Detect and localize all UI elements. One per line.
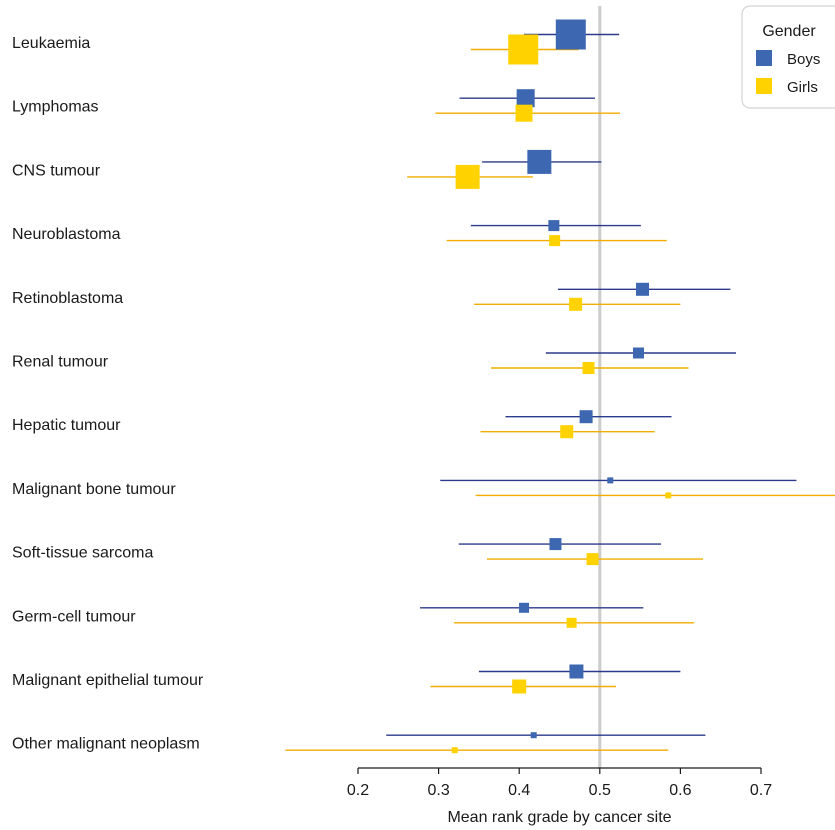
- category-label: Retinoblastoma: [12, 290, 123, 307]
- point-girls: [665, 492, 672, 499]
- category-label: CNS tumour: [12, 162, 101, 179]
- legend-title: Gender: [762, 23, 816, 40]
- category-label: Neuroblastoma: [12, 226, 121, 243]
- legend-swatch-girls: [756, 78, 772, 94]
- point-girls: [569, 297, 583, 311]
- point-girls: [586, 553, 599, 566]
- category-label: Leukaemia: [12, 35, 90, 52]
- legend: Gender Boys Girls: [741, 5, 835, 109]
- point-girls: [560, 425, 574, 439]
- x-tick-label: 0.3: [427, 782, 449, 799]
- x-axis-title: Mean rank grade by cancer site: [447, 809, 671, 826]
- point-girls: [512, 679, 527, 694]
- chart-marks: [285, 19, 835, 754]
- category-label: Malignant epithelial tumour: [12, 672, 204, 689]
- point-boys: [607, 477, 614, 484]
- point-girls: [549, 235, 561, 247]
- x-tick-label: 0.5: [589, 782, 611, 799]
- legend-items: Boys Girls: [756, 50, 820, 96]
- x-tick-label: 0.7: [750, 782, 772, 799]
- x-tick-label: 0.4: [508, 782, 530, 799]
- legend-label-boys: Boys: [787, 51, 820, 68]
- category-label: Renal tumour: [12, 354, 109, 371]
- point-girls: [515, 104, 533, 122]
- point-boys: [579, 410, 593, 424]
- x-tick-label: 0.6: [669, 782, 691, 799]
- legend-label-girls: Girls: [787, 79, 818, 96]
- point-boys: [548, 220, 560, 232]
- point-girls: [451, 747, 458, 754]
- point-boys: [555, 19, 586, 50]
- point-boys: [632, 347, 644, 359]
- category-label: Soft-tissue sarcoma: [12, 545, 153, 562]
- point-boys: [530, 732, 537, 739]
- category-label: Lymphomas: [12, 99, 99, 116]
- point-girls: [508, 34, 539, 65]
- x-axis: 0.2 0.3 0.4 0.5 0.6 0.7: [347, 767, 772, 799]
- point-boys: [569, 664, 584, 679]
- point-boys: [549, 538, 562, 551]
- category-label: Hepatic tumour: [12, 417, 121, 434]
- point-boys: [527, 149, 552, 174]
- point-girls: [582, 362, 595, 374]
- point-boys: [636, 282, 650, 296]
- point-girls: [455, 164, 480, 189]
- point-boys: [516, 89, 535, 108]
- legend-swatch-boys: [756, 50, 772, 66]
- category-label: Malignant bone tumour: [12, 481, 176, 498]
- category-label: Germ-cell tumour: [12, 608, 136, 625]
- category-label: Other malignant neoplasm: [12, 736, 200, 753]
- point-girls: [566, 617, 577, 628]
- point-boys: [519, 602, 530, 613]
- category-labels: Leukaemia Lymphomas CNS tumour Neuroblastom…: [12, 35, 204, 753]
- x-tick-label: 0.2: [347, 782, 369, 799]
